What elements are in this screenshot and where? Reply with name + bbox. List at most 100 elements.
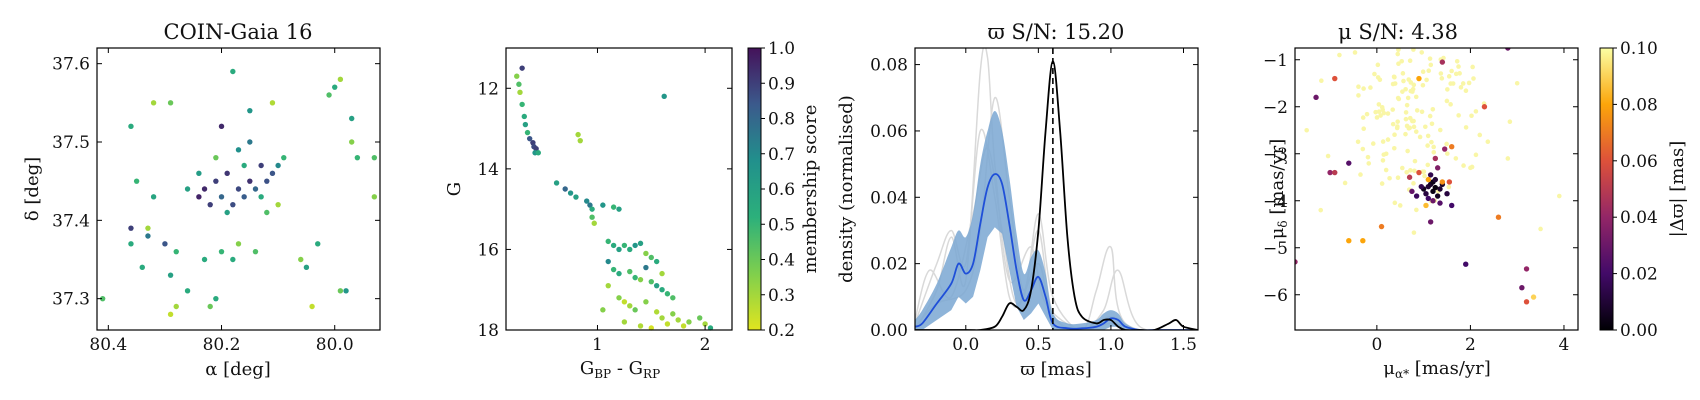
panel4-title: μ S/N: 4.38 xyxy=(1338,20,1458,44)
p4-field-point xyxy=(1470,9,1475,14)
p4-field-point xyxy=(1427,56,1433,61)
p4-field-point xyxy=(1403,86,1408,92)
p3-cluster-profile xyxy=(915,60,1198,330)
p2-data-point xyxy=(686,319,692,325)
p1-data-point xyxy=(241,194,247,200)
p4-field-point xyxy=(1421,169,1427,174)
p2-data-point xyxy=(627,303,633,309)
panel1-title: COIN-Gaia 16 xyxy=(164,20,313,44)
p1-data-point xyxy=(371,194,378,200)
p2-data-point xyxy=(575,131,581,138)
p4-member-point xyxy=(1495,214,1502,220)
p2-data-point xyxy=(702,321,708,327)
p1-data-point xyxy=(213,178,219,184)
p4-field-point xyxy=(1556,193,1562,199)
p2-data-point xyxy=(648,278,654,285)
p4-field-point xyxy=(1444,98,1450,104)
p4-field-point xyxy=(1405,148,1410,154)
colorbar1-tick-label: 1.0 xyxy=(768,39,795,59)
panel-sky-position: COIN-Gaia 16 80.4 80.2 80.0 37.3 37.4 37.5 37.… xyxy=(22,20,381,380)
panel4-ylabel: μδ [mas/yr] xyxy=(1267,139,1290,240)
p1-data-point xyxy=(235,186,242,192)
p4-field-point xyxy=(1458,85,1464,90)
p3-kde-median xyxy=(915,173,1198,330)
p4-member-point xyxy=(1413,193,1420,199)
p4-member-point xyxy=(1530,294,1537,300)
p4-field-point xyxy=(1414,207,1419,213)
p2-data-point xyxy=(516,81,522,87)
p4-field-point xyxy=(1342,180,1348,186)
p4-field-point xyxy=(1356,84,1361,90)
p4-field-point xyxy=(1458,35,1463,40)
colorbar1-tick-label: 0.3 xyxy=(768,286,795,306)
p4-field-point xyxy=(1449,68,1454,74)
p1-data-point xyxy=(298,256,304,263)
p4-field-point xyxy=(1444,141,1449,147)
p2-data-point xyxy=(600,307,606,313)
panel3-ticks: 0.0 0.5 1.0 1.5 0.00 0.02 0.04 0.06 0.08 xyxy=(870,48,1198,355)
p4-field-point xyxy=(1439,76,1445,81)
p3-ytick-label: 0.06 xyxy=(870,122,908,142)
p4-field-point xyxy=(1473,109,1479,114)
p2-data-point xyxy=(519,65,525,71)
p4-field-point xyxy=(1390,121,1396,127)
p1-data-point xyxy=(230,256,236,263)
p4-field-point xyxy=(1429,121,1435,127)
p4-member-point xyxy=(1332,169,1338,176)
panel4-points xyxy=(1295,9,1562,305)
p1-data-point xyxy=(173,303,179,310)
p4-field-point xyxy=(1431,144,1436,150)
p3-kde-band xyxy=(915,111,1198,330)
p2-data-point xyxy=(514,73,520,79)
colorbar2-gradient xyxy=(1599,47,1614,331)
panel2-frame xyxy=(505,47,733,331)
p2-data-point xyxy=(637,323,644,329)
p4-field-point xyxy=(1364,111,1370,117)
p1-ytick-label: 37.6 xyxy=(52,55,90,75)
p4-member-point xyxy=(1446,179,1453,185)
p4-member-point xyxy=(1449,144,1455,150)
p2-data-point xyxy=(616,246,622,253)
p4-field-point xyxy=(1410,118,1415,124)
p1-data-point xyxy=(128,241,134,247)
p1-data-point xyxy=(224,209,230,216)
colorbar-parallax-diff: 0.00 0.02 0.04 0.06 0.08 0.10 xyxy=(1599,39,1658,341)
p4-field-point xyxy=(1445,87,1450,92)
colorbar1-gradient xyxy=(747,47,762,331)
p2-ytick-label: 12 xyxy=(477,79,499,99)
p3-ytick-label: 0.04 xyxy=(870,188,908,208)
p4-member-point xyxy=(1432,176,1439,183)
p4-member-point xyxy=(1313,94,1319,101)
p2-data-point xyxy=(643,250,649,257)
p4-field-point xyxy=(1428,62,1434,68)
panel-proper-motion: μ S/N: 4.38 0 2 4 −6 −5 −4 −3 −2 −1 μα* [mas/yr]… xyxy=(1263,9,1688,381)
panel2-ylabel: G xyxy=(444,182,465,196)
p2-data-point xyxy=(659,315,665,321)
panel1-ticks: 80.4 80.2 80.0 37.3 37.4 37.5 37.6 xyxy=(52,48,380,355)
p4-field-point xyxy=(1396,48,1401,51)
p1-data-point xyxy=(196,170,202,177)
p4-member-point xyxy=(1378,223,1385,230)
p4-field-point xyxy=(1390,107,1396,112)
p4-member-point xyxy=(1425,176,1432,183)
p1-data-point xyxy=(133,178,140,184)
p4-field-point xyxy=(1463,88,1469,93)
p1-ytick-label: 37.3 xyxy=(52,290,90,310)
p4-field-point xyxy=(1368,85,1373,90)
p4-member-point xyxy=(1437,200,1443,206)
p2-data-point xyxy=(591,220,597,226)
p4-member-point xyxy=(1409,188,1415,195)
p4-member-point xyxy=(1441,146,1448,152)
p4-field-point xyxy=(1425,162,1431,168)
colorbar2-tick-label: 0.04 xyxy=(1620,208,1658,228)
p4-field-point xyxy=(1507,119,1513,125)
panel4-ticks: 0 2 4 −6 −5 −4 −3 −2 −1 xyxy=(1263,48,1578,355)
p1-data-point xyxy=(150,100,157,106)
p2-data-point xyxy=(610,266,617,273)
p2-data-point xyxy=(616,270,622,277)
p1-data-point xyxy=(173,248,179,255)
p2-data-point xyxy=(664,321,671,327)
p4-field-point xyxy=(1437,127,1443,133)
colorbar2-tick-label: 0.08 xyxy=(1620,95,1658,115)
p2-data-point xyxy=(680,323,687,329)
